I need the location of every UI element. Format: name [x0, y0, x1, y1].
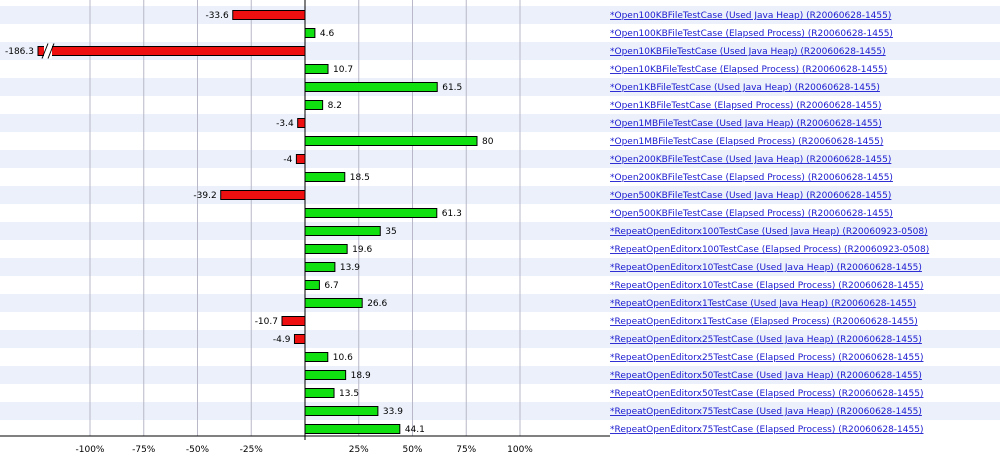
category-link[interactable]: *Open10KBFileTestCase (Used Java Heap) (…	[610, 47, 886, 57]
value-label: -186.3	[5, 47, 34, 57]
value-label: 10.6	[333, 353, 353, 363]
axes	[0, 0, 610, 440]
value-label: 4.6	[320, 29, 335, 39]
x-tick-label: 75%	[456, 445, 476, 455]
value-labels: -33.6 4.6 -186.3 10.7 61.5 8.2 -3.4 80 -4 18.5 -39…	[5, 11, 494, 435]
value-label: -39.2	[193, 191, 216, 201]
category-link[interactable]: *RepeatOpenEditorx1TestCase (Used Java H…	[610, 299, 916, 309]
category-link[interactable]: *Open1MBFileTestCase (Elapsed Process) (…	[610, 137, 883, 147]
value-label: 35	[385, 227, 396, 237]
row-stripe	[0, 114, 1000, 132]
category-link[interactable]: *RepeatOpenEditorx1TestCase (Elapsed Pro…	[610, 317, 918, 327]
category-link[interactable]: *Open1MBFileTestCase (Used Java Heap) (R…	[610, 119, 882, 129]
bar	[304, 226, 381, 236]
category-link[interactable]: *RepeatOpenEditorx50TestCase (Used Java …	[610, 371, 922, 381]
category-link[interactable]: *RepeatOpenEditorx100TestCase (Elapsed P…	[610, 245, 929, 255]
bar	[304, 172, 346, 182]
x-tick-label: 25%	[349, 445, 369, 455]
value-label: -10.7	[255, 317, 278, 327]
bar	[232, 10, 306, 20]
category-link[interactable]: *Open200KBFileTestCase (Elapsed Process)…	[610, 173, 893, 183]
bar	[304, 388, 335, 398]
axis-break-mark	[47, 43, 55, 59]
category-link[interactable]: *Open500KBFileTestCase (Elapsed Process)…	[610, 209, 893, 219]
row-stripe	[0, 150, 1000, 168]
axis-break-mark	[41, 43, 49, 59]
value-label: 18.9	[351, 371, 371, 381]
value-label: 13.9	[340, 263, 360, 273]
category-link[interactable]: *Open1KBFileTestCase (Used Java Heap) (R…	[610, 83, 880, 93]
bar	[304, 352, 329, 362]
x-tick-label: 100%	[507, 445, 533, 455]
bar	[293, 334, 306, 344]
row-stripe	[0, 366, 1000, 384]
category-link[interactable]: *RepeatOpenEditorx25TestCase (Used Java …	[610, 335, 922, 345]
value-label: -4.9	[273, 335, 291, 345]
row-stripe	[0, 258, 1000, 276]
category-link[interactable]: *RepeatOpenEditorx50TestCase (Elapsed Pr…	[610, 389, 923, 399]
category-link[interactable]: *RepeatOpenEditorx25TestCase (Elapsed Pr…	[610, 353, 923, 363]
x-tick-label: -100%	[76, 445, 105, 455]
value-label: -3.4	[276, 119, 294, 129]
bar	[37, 46, 306, 56]
category-link[interactable]: *Open200KBFileTestCase (Used Java Heap) …	[610, 155, 891, 165]
x-tick-label: -50%	[186, 445, 210, 455]
category-link[interactable]: *Open1KBFileTestCase (Elapsed Process) (…	[610, 101, 882, 111]
value-label: 33.9	[383, 407, 403, 417]
bar	[304, 262, 336, 272]
bar	[304, 244, 348, 254]
row-stripes	[0, 6, 1000, 420]
value-label: -33.6	[205, 11, 229, 21]
bar	[304, 82, 438, 92]
bar	[281, 316, 306, 326]
value-label: 8.2	[328, 101, 342, 111]
category-links[interactable]: *Open100KBFileTestCase (Used Java Heap) …	[610, 11, 929, 435]
row-stripe	[0, 294, 1000, 312]
value-label: 61.3	[442, 209, 462, 219]
axis-break-gap	[44, 43, 52, 59]
bar	[297, 118, 306, 128]
bar	[304, 280, 320, 290]
bar	[304, 424, 401, 434]
row-stripe	[0, 222, 1000, 240]
tick-labels: -100% -75% -50% -25% 25% 50% 75% 100%	[76, 445, 534, 455]
bar	[304, 64, 329, 74]
value-label: 10.7	[333, 65, 353, 75]
category-link[interactable]: *RepeatOpenEditorx100TestCase (Used Java…	[610, 227, 928, 237]
category-link[interactable]: *Open100KBFileTestCase (Used Java Heap) …	[610, 11, 891, 21]
value-label: 13.5	[339, 389, 359, 399]
row-stripe	[0, 78, 1000, 96]
row-stripe	[0, 330, 1000, 348]
bar	[304, 298, 363, 308]
row-stripe	[0, 402, 1000, 420]
bars	[37, 10, 478, 434]
bar	[304, 208, 438, 218]
category-link[interactable]: *RepeatOpenEditorx10TestCase (Used Java …	[610, 263, 922, 273]
category-link[interactable]: *Open10KBFileTestCase (Elapsed Process) …	[610, 65, 887, 75]
bar	[304, 100, 324, 110]
value-label: 18.5	[350, 173, 370, 183]
bar	[295, 154, 306, 164]
bar	[304, 406, 379, 416]
value-label: 44.1	[405, 425, 425, 435]
x-tick-label: -75%	[132, 445, 156, 455]
value-label: 19.6	[352, 245, 372, 255]
value-label: 61.5	[442, 83, 462, 93]
category-link[interactable]: *Open100KBFileTestCase (Elapsed Process)…	[610, 29, 893, 39]
category-link[interactable]: *RepeatOpenEditorx75TestCase (Elapsed Pr…	[610, 425, 923, 435]
x-tick-label: -25%	[240, 445, 264, 455]
category-link[interactable]: *RepeatOpenEditorx10TestCase (Elapsed Pr…	[610, 281, 923, 291]
category-link[interactable]: *RepeatOpenEditorx75TestCase (Used Java …	[610, 407, 922, 417]
x-tick-label: 50%	[402, 445, 422, 455]
bar	[304, 136, 478, 146]
category-link[interactable]: *Open500KBFileTestCase (Used Java Heap) …	[610, 191, 891, 201]
bar	[304, 28, 316, 38]
value-label: 26.6	[367, 299, 387, 309]
value-label: -4	[283, 155, 292, 165]
bar	[220, 190, 306, 200]
bar	[304, 370, 347, 380]
value-label: 80	[482, 137, 494, 147]
value-label: 6.7	[324, 281, 338, 291]
